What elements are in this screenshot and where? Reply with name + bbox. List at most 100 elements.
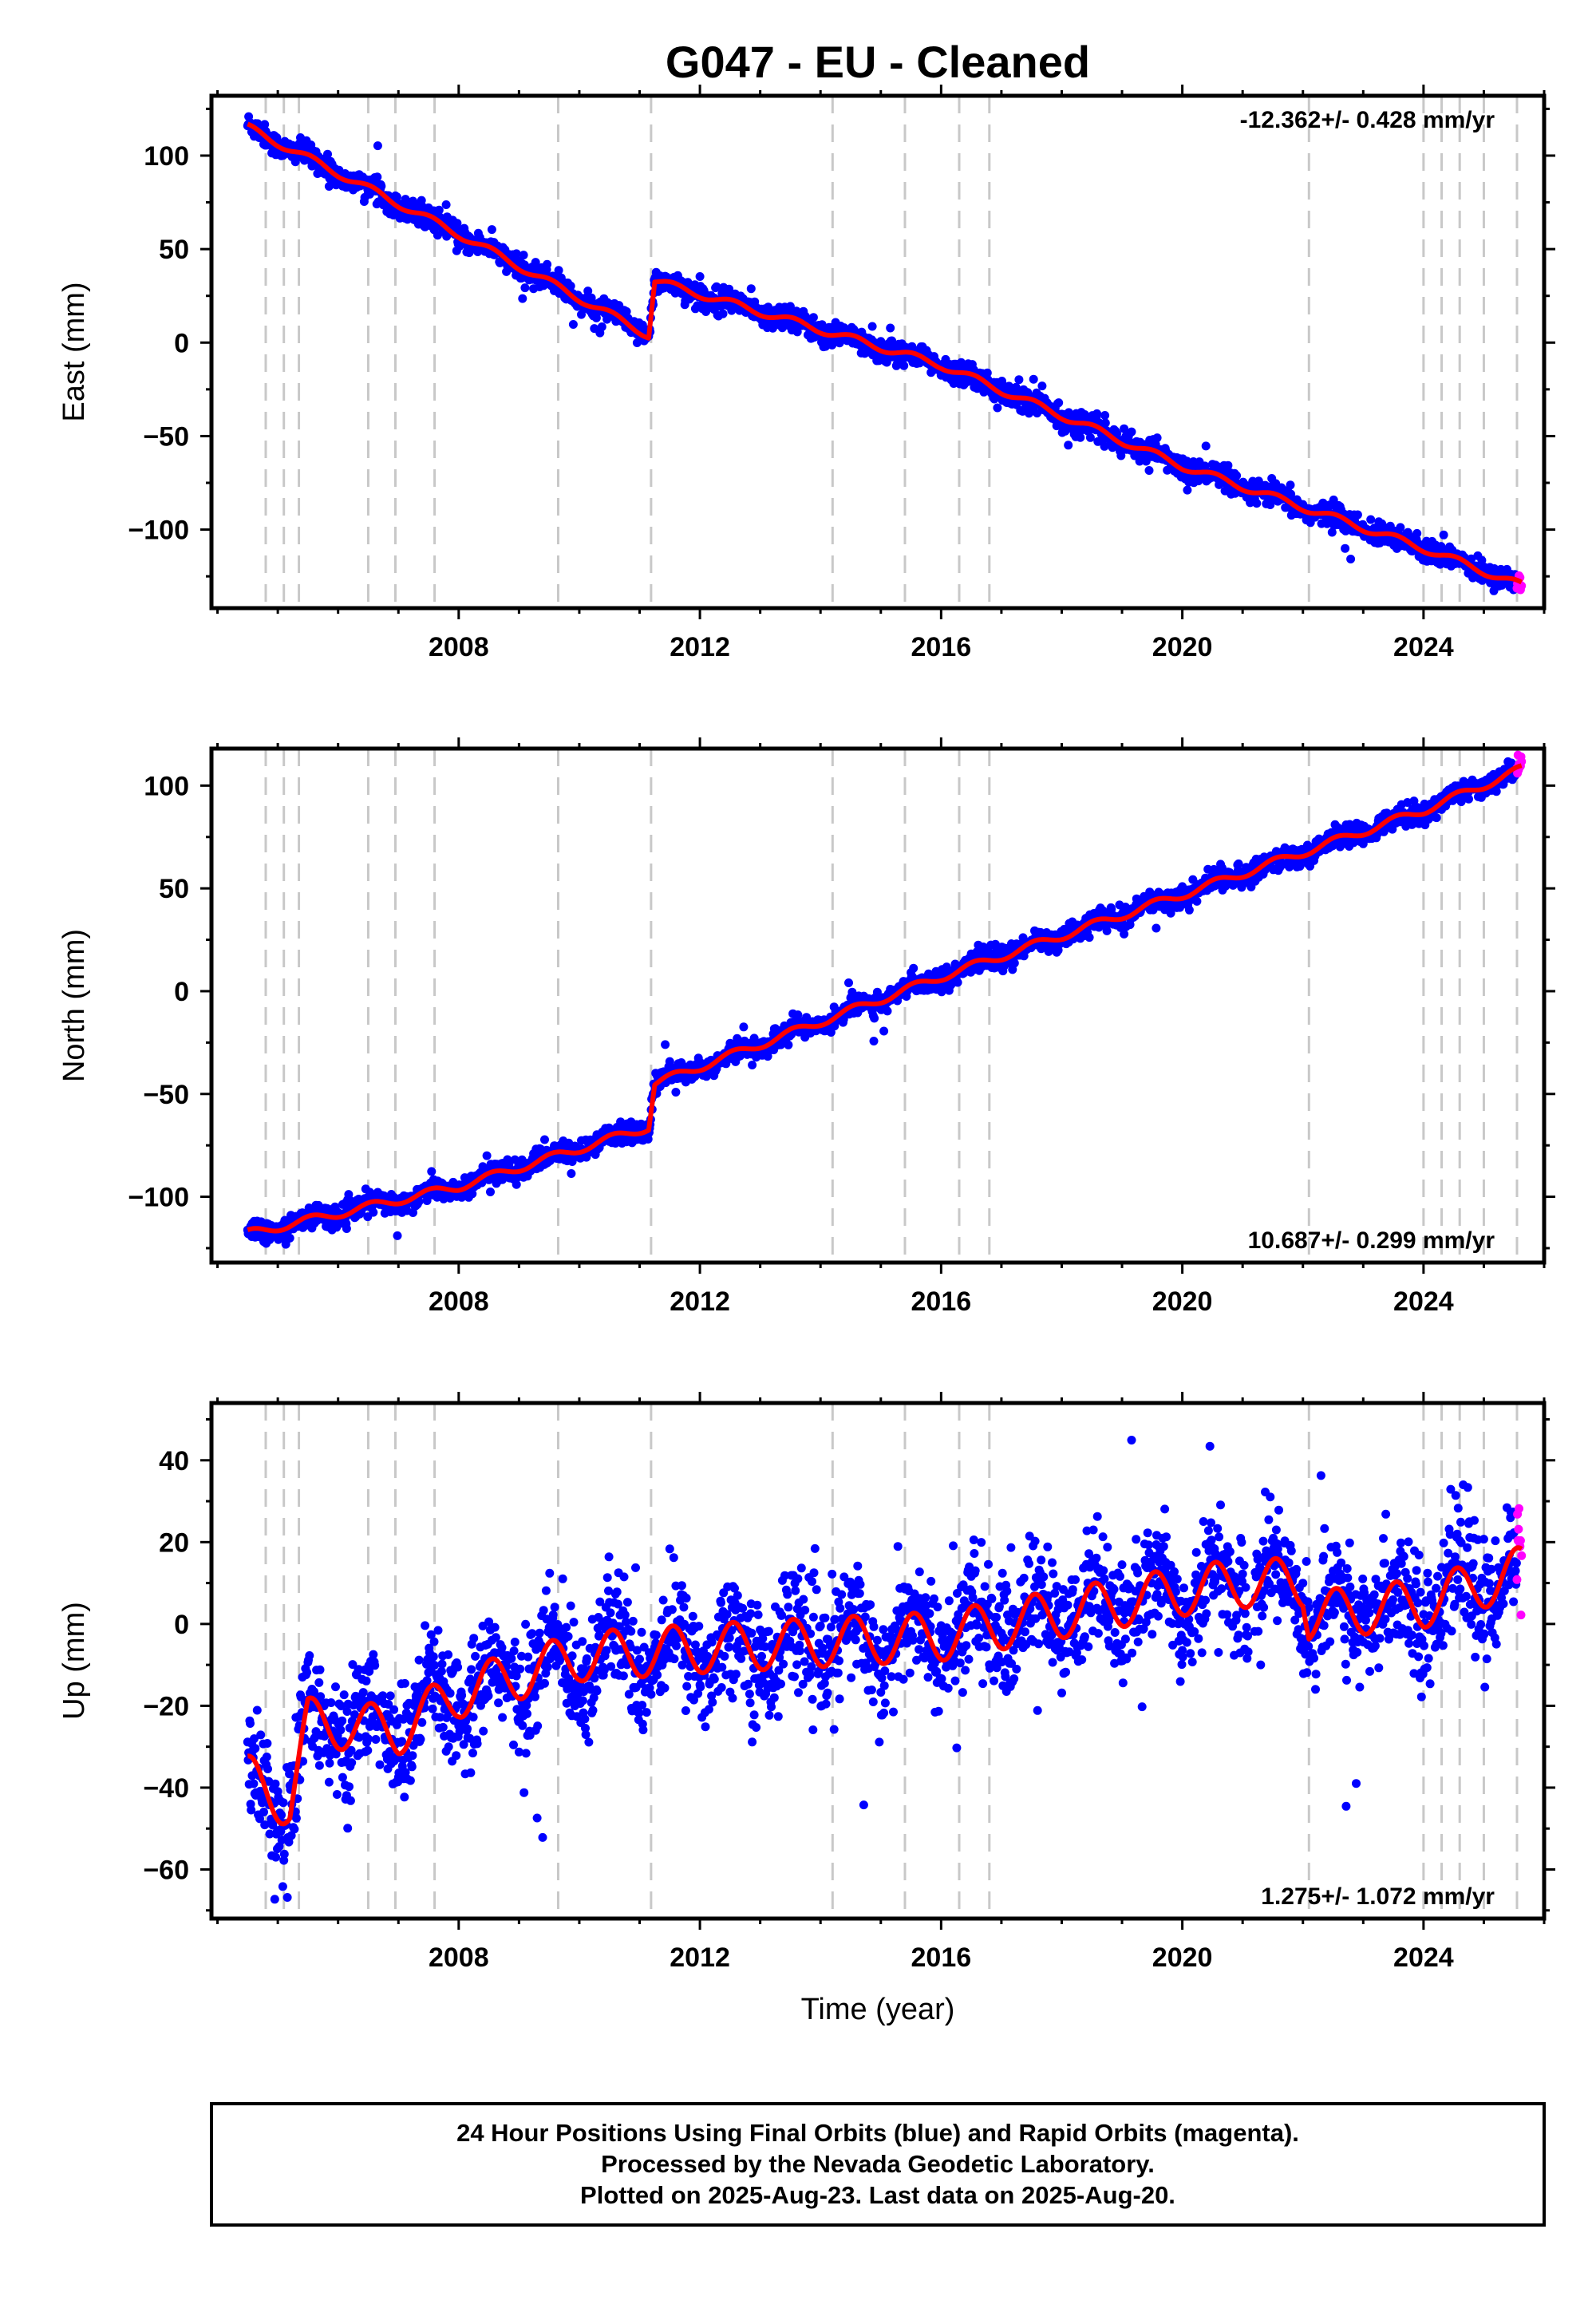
data-point xyxy=(870,1014,879,1023)
data-point xyxy=(879,1026,889,1036)
data-point xyxy=(817,320,827,330)
data-point xyxy=(520,283,530,293)
data-point xyxy=(427,1167,437,1176)
data-point xyxy=(739,1022,749,1032)
data-point xyxy=(1120,929,1129,939)
data-point xyxy=(844,978,853,987)
data-point xyxy=(746,284,756,294)
data-point xyxy=(512,1180,521,1189)
data-point xyxy=(1396,523,1405,532)
data-point xyxy=(597,322,606,331)
data-point xyxy=(1092,409,1102,418)
data-point xyxy=(1327,528,1337,537)
data-point xyxy=(583,287,593,296)
x-tick-label: 2024 xyxy=(1393,632,1454,662)
data-point xyxy=(482,1151,492,1160)
data-point xyxy=(1286,480,1295,490)
data-point xyxy=(712,282,721,291)
data-point xyxy=(899,361,909,370)
data-point xyxy=(1064,441,1073,450)
data-point xyxy=(1183,485,1192,495)
data-point xyxy=(748,1061,757,1069)
data-point xyxy=(883,1006,892,1016)
data-point xyxy=(1286,489,1296,499)
data-point xyxy=(784,1040,793,1049)
data-point xyxy=(1100,411,1110,420)
data-point xyxy=(1037,381,1047,391)
data-point xyxy=(622,306,631,316)
data-point xyxy=(342,1224,351,1233)
y-tick-label: −50 xyxy=(143,421,189,452)
model-fit-line xyxy=(246,121,1523,585)
data-point xyxy=(1252,499,1262,508)
data-point xyxy=(828,340,837,350)
data-point xyxy=(373,172,382,182)
data-point xyxy=(1223,460,1233,470)
data-point xyxy=(452,219,462,228)
data-point xyxy=(1234,859,1243,868)
data-point xyxy=(566,281,575,290)
data-point xyxy=(1184,905,1194,915)
data-point xyxy=(695,272,705,281)
data-point xyxy=(1014,375,1024,385)
x-tick-label: 2020 xyxy=(1152,632,1213,662)
data-point xyxy=(1152,433,1162,443)
data-point xyxy=(1076,433,1085,442)
data-point xyxy=(441,200,451,209)
y-tick-label: 0 xyxy=(174,328,189,358)
data-point xyxy=(422,1196,432,1205)
data-point xyxy=(567,1169,576,1178)
data-point xyxy=(1152,923,1161,933)
data-point xyxy=(661,1040,670,1049)
data-point xyxy=(554,266,563,275)
data-point xyxy=(260,120,270,129)
data-point xyxy=(519,251,528,260)
y-tick-label: −100 xyxy=(128,516,189,546)
plot-area xyxy=(243,96,1527,608)
data-point xyxy=(392,192,401,202)
data-point xyxy=(323,149,332,159)
data-point xyxy=(869,1037,879,1045)
data-point xyxy=(993,403,1002,413)
x-tick-label: 2012 xyxy=(670,632,730,662)
data-point xyxy=(1412,528,1422,538)
data-point xyxy=(953,978,962,987)
data-point xyxy=(1341,543,1350,553)
data-point xyxy=(1439,530,1448,539)
data-point xyxy=(1029,374,1038,384)
data-point xyxy=(512,249,521,259)
data-point xyxy=(1085,433,1095,442)
data-point xyxy=(1120,424,1129,433)
data-point xyxy=(1346,555,1356,563)
data-point xyxy=(1215,480,1224,489)
data-point xyxy=(1200,461,1210,471)
data-point xyxy=(486,1188,495,1196)
chart-title: G047 - EU - Cleaned xyxy=(666,37,1090,87)
data-point xyxy=(982,368,992,377)
x-tick-label: 2008 xyxy=(429,632,489,662)
y-tick-label: 100 xyxy=(144,141,189,172)
x-tick-label: 2016 xyxy=(911,632,972,662)
data-point xyxy=(808,313,818,322)
data-point xyxy=(1467,554,1476,563)
data-point xyxy=(1201,441,1211,451)
data-point xyxy=(1366,515,1376,524)
data-point xyxy=(1127,427,1136,437)
data-point xyxy=(671,1088,681,1097)
data-point xyxy=(1054,398,1064,408)
data-point xyxy=(543,259,552,269)
data-point xyxy=(1403,528,1412,537)
data-point xyxy=(909,963,918,973)
data-point xyxy=(510,1155,519,1164)
data-point xyxy=(701,1072,711,1081)
data-point xyxy=(792,327,802,337)
data-point xyxy=(957,360,966,370)
plot-frame xyxy=(209,93,1547,611)
data-point xyxy=(285,1233,294,1243)
data-point xyxy=(487,225,496,235)
data-point xyxy=(867,322,877,331)
data-point xyxy=(1192,896,1202,906)
